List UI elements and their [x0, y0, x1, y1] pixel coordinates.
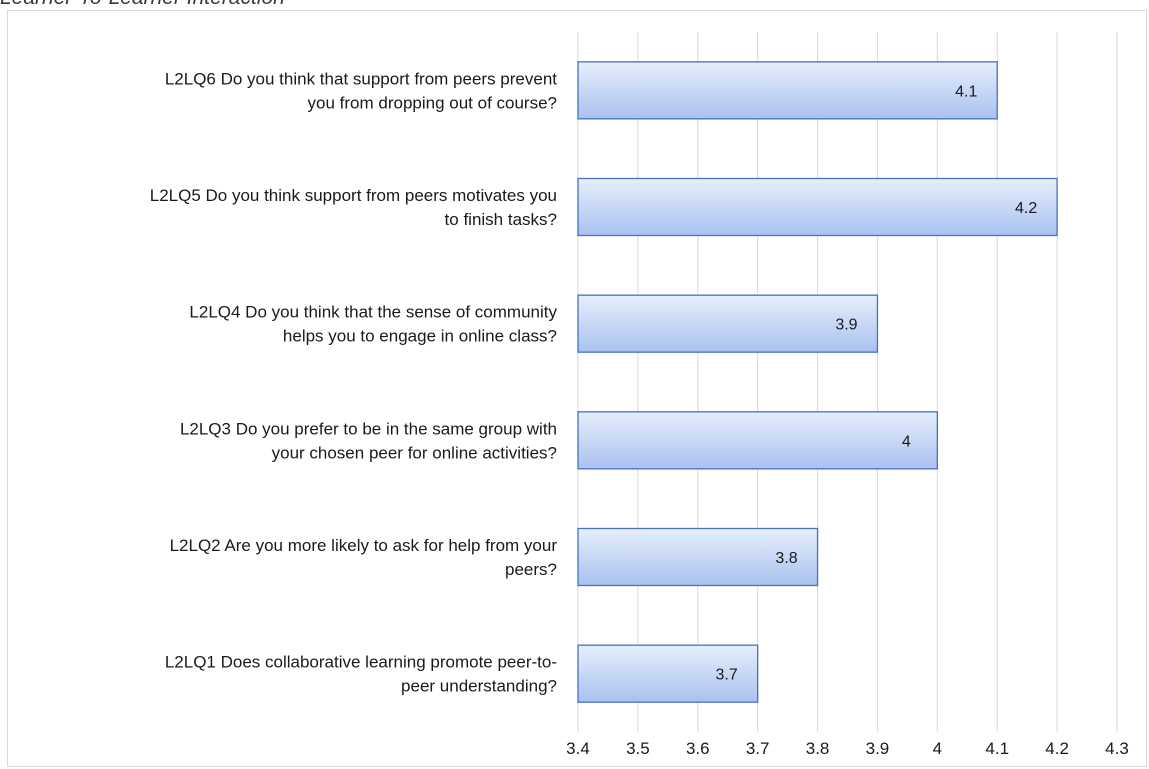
gridlines: [577, 32, 1118, 732]
chart-frame: [7, 10, 1147, 767]
category-label: L2LQ6 Do you think that support from pee…: [165, 69, 557, 112]
category-label: L2LQ2 Are you more likely to ask for hel…: [170, 536, 558, 579]
data-label: 4.2: [1015, 200, 1037, 217]
x-axis-ticks: 3.4 3.5 3.6 3.7 3.8 3.9 4 4.1 4.2 4.3: [566, 739, 1129, 758]
data-label: 4.1: [955, 83, 977, 100]
x-tick-label: 4.1: [985, 739, 1009, 758]
x-tick-label: 3.5: [626, 739, 650, 758]
x-tick-label: 3.6: [686, 739, 710, 758]
x-tick-label: 4: [933, 739, 942, 758]
category-label: L2LQ1 Does collaborative learning promot…: [165, 653, 557, 696]
x-tick-label: 3.8: [806, 739, 830, 758]
bar: [577, 61, 998, 120]
data-label: 3.7: [716, 667, 738, 684]
category-labels: L2LQ6 Do you think that support from pee…: [150, 69, 558, 695]
data-label: 3.8: [775, 550, 797, 567]
bar: [577, 294, 879, 353]
data-label: 4: [902, 433, 911, 450]
category-label: L2LQ5 Do you think support from peers mo…: [150, 186, 557, 229]
bar: [577, 411, 938, 470]
bar: [577, 527, 819, 587]
data-label: 3.9: [835, 317, 857, 334]
x-tick-label: 3.4: [566, 739, 590, 758]
category-label: L2LQ3 Do you prefer to be in the same gr…: [180, 419, 557, 462]
x-tick-label: 3.7: [746, 739, 770, 758]
bar: [577, 644, 759, 703]
category-label: L2LQ4 Do you think that the sense of com…: [189, 303, 557, 346]
x-tick-label: 4.3: [1105, 739, 1129, 758]
bars: 4.1 4.2 3.9 4 3.8 3.7: [577, 61, 1058, 703]
bar: [577, 177, 1058, 237]
x-tick-label: 4.2: [1045, 739, 1069, 758]
x-tick-label: 3.9: [866, 739, 890, 758]
chart-title: Learner-To-Learner Interaction: [0, 0, 285, 10]
